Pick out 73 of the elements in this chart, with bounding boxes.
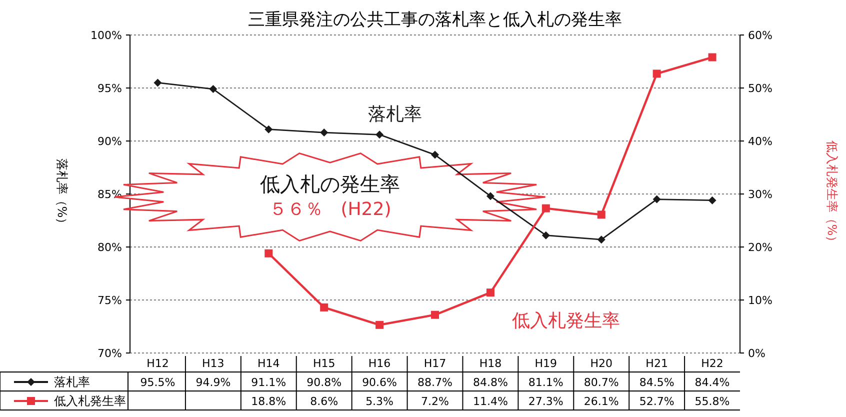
legend-label: 落札率: [54, 375, 90, 389]
x-tick-label: H22: [701, 357, 724, 370]
data-label: 91.1%: [251, 376, 286, 389]
x-tick-label: H13: [202, 357, 224, 370]
data-label: 81.1%: [528, 376, 564, 389]
point: [264, 249, 273, 258]
point: [652, 70, 661, 78]
point: [708, 53, 716, 62]
point: [597, 210, 606, 219]
y2-tick-label: 40%: [748, 135, 772, 148]
x-tick-label: H18: [479, 357, 502, 370]
data-label: 26.1%: [584, 395, 619, 408]
point: [486, 288, 494, 297]
point: [154, 78, 162, 87]
data-label: 11.4%: [472, 395, 508, 408]
point: [264, 125, 273, 134]
y2-tick-label: 0%: [748, 347, 766, 360]
y-tick-label: 90%: [98, 135, 122, 148]
text: 低入札発生率: [512, 310, 620, 332]
annotation: ５６％ (H22): [268, 199, 392, 220]
data-label: 8.6%: [310, 395, 338, 408]
point: [652, 195, 661, 204]
y2-tick-label: 10%: [748, 294, 772, 307]
data-label: 95.5%: [140, 376, 176, 389]
y-tick-label: 80%: [98, 241, 122, 254]
point: [209, 85, 218, 94]
x-tick-label: H12: [146, 357, 169, 370]
data-label: 80.7%: [584, 376, 619, 389]
x-tick-label: H15: [312, 357, 336, 370]
text: 落札率: [368, 104, 422, 125]
annotation: 低入札の発生率: [260, 172, 400, 196]
point: [486, 192, 494, 200]
data-label: 90.6%: [362, 376, 398, 389]
data-label: 18.8%: [251, 395, 286, 408]
y-tick-label: 100%: [90, 29, 122, 42]
x-tick-label: H21: [646, 357, 668, 370]
x-tick-label: H14: [257, 357, 280, 370]
y-axis-title: 落札率（%）: [55, 158, 69, 230]
x-tick-label: H19: [534, 357, 558, 370]
point: [431, 150, 439, 159]
y-tick-label: 70%: [98, 347, 122, 360]
point: [542, 231, 550, 240]
point: [597, 236, 606, 244]
point: [376, 130, 384, 139]
y-tick-label: 95%: [98, 82, 122, 95]
point: [542, 204, 550, 212]
y2-tick-label: 20%: [748, 241, 772, 254]
data-label: 52.7%: [639, 395, 674, 408]
data-label: 84.4%: [694, 376, 730, 389]
x-tick-label: H17: [424, 357, 446, 370]
y-tick-label: 75%: [98, 294, 122, 307]
data-label: 84.5%: [639, 376, 674, 389]
x-tick-label: H16: [368, 357, 391, 370]
point: [376, 320, 384, 329]
y2-axis-title: 低入札発生率（%）: [825, 140, 839, 248]
data-label: 94.9%: [196, 376, 231, 389]
point: [431, 310, 439, 319]
data-label: 88.7%: [418, 376, 452, 389]
x-tick-label: H20: [590, 357, 613, 370]
point: [708, 196, 716, 204]
y2-tick-label: 60%: [748, 29, 772, 42]
data-label: 84.8%: [472, 376, 508, 389]
point: [320, 303, 328, 312]
legend-label: 低入札発生率: [54, 394, 126, 408]
data-label: 55.8%: [694, 395, 730, 408]
chart-title: 三重県発注の公共工事の落札率と低入札の発生率: [248, 10, 622, 30]
data-label: 5.3%: [366, 395, 394, 408]
y2-tick-label: 30%: [748, 188, 772, 201]
point: [320, 128, 328, 137]
data-label: 27.3%: [528, 395, 564, 408]
data-label: 7.2%: [421, 395, 449, 408]
data-label: 90.8%: [306, 376, 342, 389]
y2-tick-label: 50%: [748, 82, 772, 95]
